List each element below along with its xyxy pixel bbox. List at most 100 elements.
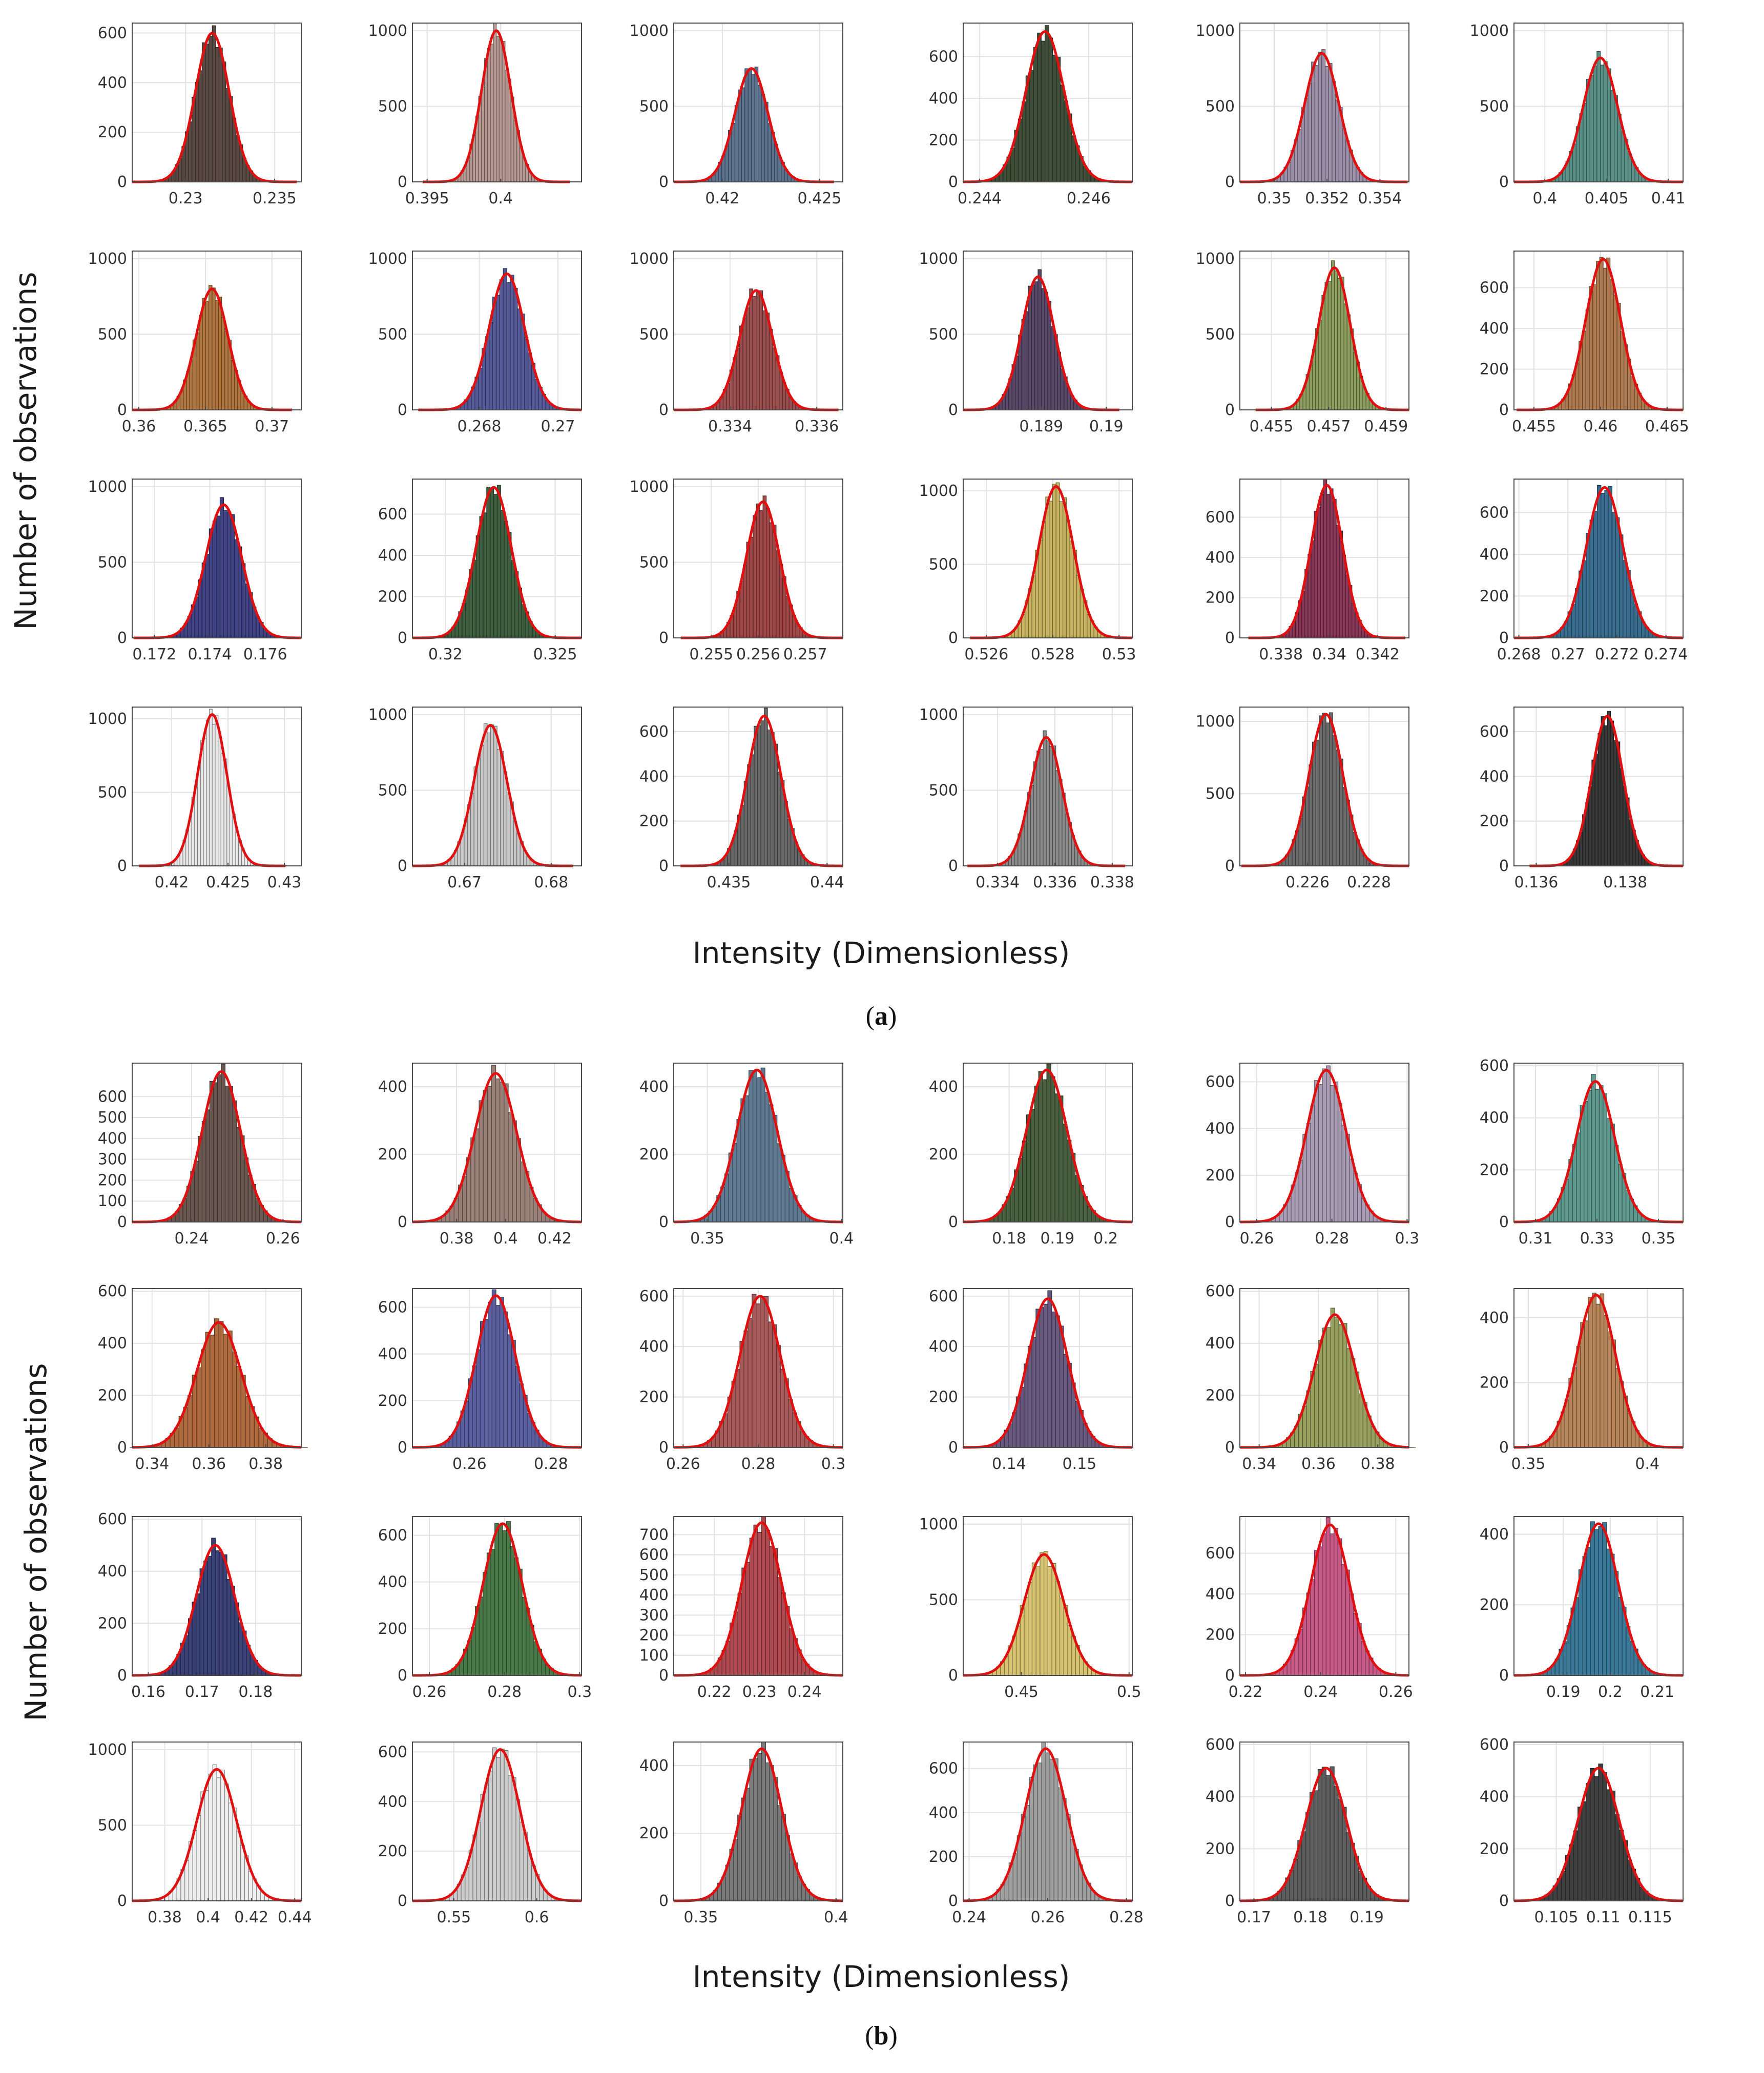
hist-bar bbox=[760, 1067, 765, 1222]
hist-bar bbox=[215, 47, 220, 182]
hist-bar bbox=[222, 1554, 227, 1676]
plot-frame bbox=[673, 1063, 843, 1222]
y-tick-label: 200 bbox=[929, 1848, 958, 1866]
hist-bar bbox=[1617, 1597, 1623, 1676]
hist-bar bbox=[234, 539, 239, 638]
y-tick-label: 0 bbox=[1499, 401, 1509, 419]
hist-bar bbox=[744, 1095, 750, 1222]
hist-b-r1c1: 0.24 0.26 0 100 200 300 400 500 600 bbox=[98, 1063, 302, 1248]
hist-bar bbox=[494, 1523, 499, 1676]
x-tick-label: 0.34 bbox=[1312, 646, 1346, 664]
hist-bar bbox=[737, 1593, 742, 1676]
hist-bar bbox=[1075, 1401, 1080, 1448]
y-tick-label: 200 bbox=[1480, 587, 1509, 605]
plot-frame bbox=[963, 1063, 1133, 1222]
hist-bar bbox=[205, 1332, 211, 1448]
hist-bar bbox=[215, 300, 219, 410]
x-tick-label: 0.17 bbox=[185, 1683, 219, 1701]
y-tick-label: 400 bbox=[1206, 1335, 1235, 1353]
plot-frame bbox=[963, 1288, 1133, 1448]
hist-bar bbox=[196, 1593, 200, 1676]
hist-bar bbox=[1603, 267, 1607, 410]
hist-bar bbox=[1330, 1533, 1335, 1676]
hist-bar bbox=[1309, 764, 1313, 866]
hist-bar bbox=[1063, 497, 1067, 638]
hist-bar bbox=[759, 290, 763, 410]
hist-bar bbox=[735, 1369, 740, 1448]
y-tick-label: 400 bbox=[1206, 1120, 1235, 1138]
hist-bar bbox=[1015, 1625, 1021, 1676]
hist-bar bbox=[1044, 1551, 1048, 1676]
plot-frame bbox=[132, 251, 302, 410]
hist-bar bbox=[1070, 1839, 1075, 1901]
hist-b-r1c5: 0.26 0.28 0.3 0 200 400 600 bbox=[1206, 1063, 1419, 1248]
hist-bar bbox=[1346, 1832, 1351, 1901]
x-tick-label: 0.6 bbox=[525, 1909, 549, 1926]
hist-bar bbox=[500, 751, 504, 866]
hist-bar bbox=[200, 1791, 205, 1901]
hist-bar bbox=[236, 1831, 241, 1901]
fit-curve bbox=[1513, 1294, 1683, 1449]
hist-a-r3c6: 0.268 0.27 0.272 0.274 0 200 400 600 bbox=[1480, 479, 1688, 664]
y-tick-label: 0 bbox=[659, 857, 669, 875]
hist-bar bbox=[1045, 496, 1050, 638]
y-tick-label: 500 bbox=[1480, 97, 1509, 115]
hist-bar bbox=[1607, 1331, 1612, 1448]
x-tick-label: 0.38 bbox=[248, 1455, 283, 1473]
hist-bar bbox=[1305, 786, 1310, 866]
hist-bar bbox=[756, 503, 760, 638]
hist-bar bbox=[1046, 1063, 1051, 1222]
hist-bar bbox=[1029, 1777, 1034, 1901]
hist-bar bbox=[486, 487, 491, 638]
hist-bar bbox=[470, 793, 474, 866]
y-tick-label: 600 bbox=[98, 1282, 127, 1300]
y-tick-label: 400 bbox=[1480, 768, 1509, 785]
hist-bar bbox=[1601, 492, 1605, 638]
hist-bar bbox=[520, 1821, 524, 1901]
hist-bar bbox=[203, 1560, 208, 1676]
plot-frame bbox=[132, 1288, 302, 1448]
hist-bar bbox=[188, 121, 193, 182]
y-tick-label: 200 bbox=[1480, 813, 1509, 831]
x-tick-label: 0.246 bbox=[1067, 190, 1111, 208]
hist-bar bbox=[195, 81, 199, 182]
x-tick-label: 0.465 bbox=[1645, 418, 1689, 436]
x-tick-label: 0.26 bbox=[1031, 1909, 1065, 1926]
hist-bar bbox=[1606, 1118, 1611, 1222]
hist-bar bbox=[462, 1176, 467, 1222]
y-tick-label: 200 bbox=[378, 1842, 407, 1860]
y-tick-label: 400 bbox=[1480, 320, 1509, 338]
hist-bar bbox=[1353, 352, 1357, 410]
y-tick-label: 1000 bbox=[368, 706, 407, 724]
y-tick-label: 500 bbox=[639, 1566, 669, 1584]
hist-bar bbox=[1067, 1139, 1072, 1222]
hist-bar bbox=[200, 1349, 206, 1448]
hist-a-r2c1: 0.36 0.365 0.37 0 500 1000 bbox=[88, 250, 302, 436]
hist-bar bbox=[765, 1762, 770, 1901]
hist-bar bbox=[1606, 1789, 1611, 1901]
hist-bar bbox=[487, 1086, 492, 1222]
hist-a-r1c5: 0.35 0.352 0.354 0 500 1000 bbox=[1196, 22, 1409, 208]
x-tick-label: 0.435 bbox=[707, 874, 751, 892]
y-tick-label: 1000 bbox=[630, 478, 669, 496]
panel-b-xlabel: Intensity (Dimensionless) bbox=[693, 1959, 1070, 1994]
y-tick-label: 400 bbox=[378, 1345, 407, 1363]
hist-bar bbox=[1353, 1613, 1358, 1676]
x-tick-label: 0.5 bbox=[1117, 1683, 1142, 1701]
plot-frame bbox=[132, 23, 302, 182]
hist-bar bbox=[232, 1100, 237, 1222]
hist-bar bbox=[503, 268, 507, 410]
plot-frame bbox=[1239, 1288, 1409, 1448]
y-tick-label: 0 bbox=[1499, 1439, 1509, 1457]
hist-bar bbox=[228, 1802, 233, 1901]
hist-bar bbox=[480, 744, 485, 866]
hist-bar bbox=[1312, 741, 1316, 866]
hist-bar bbox=[216, 515, 221, 638]
hist-bar bbox=[1325, 1517, 1331, 1676]
fit-curve bbox=[132, 1070, 302, 1224]
hist-bar bbox=[1311, 61, 1316, 182]
hist-bar bbox=[1055, 1581, 1061, 1676]
hist-bar bbox=[1584, 1101, 1588, 1222]
hist-bar bbox=[196, 1815, 201, 1901]
hist-bar bbox=[760, 1296, 765, 1448]
